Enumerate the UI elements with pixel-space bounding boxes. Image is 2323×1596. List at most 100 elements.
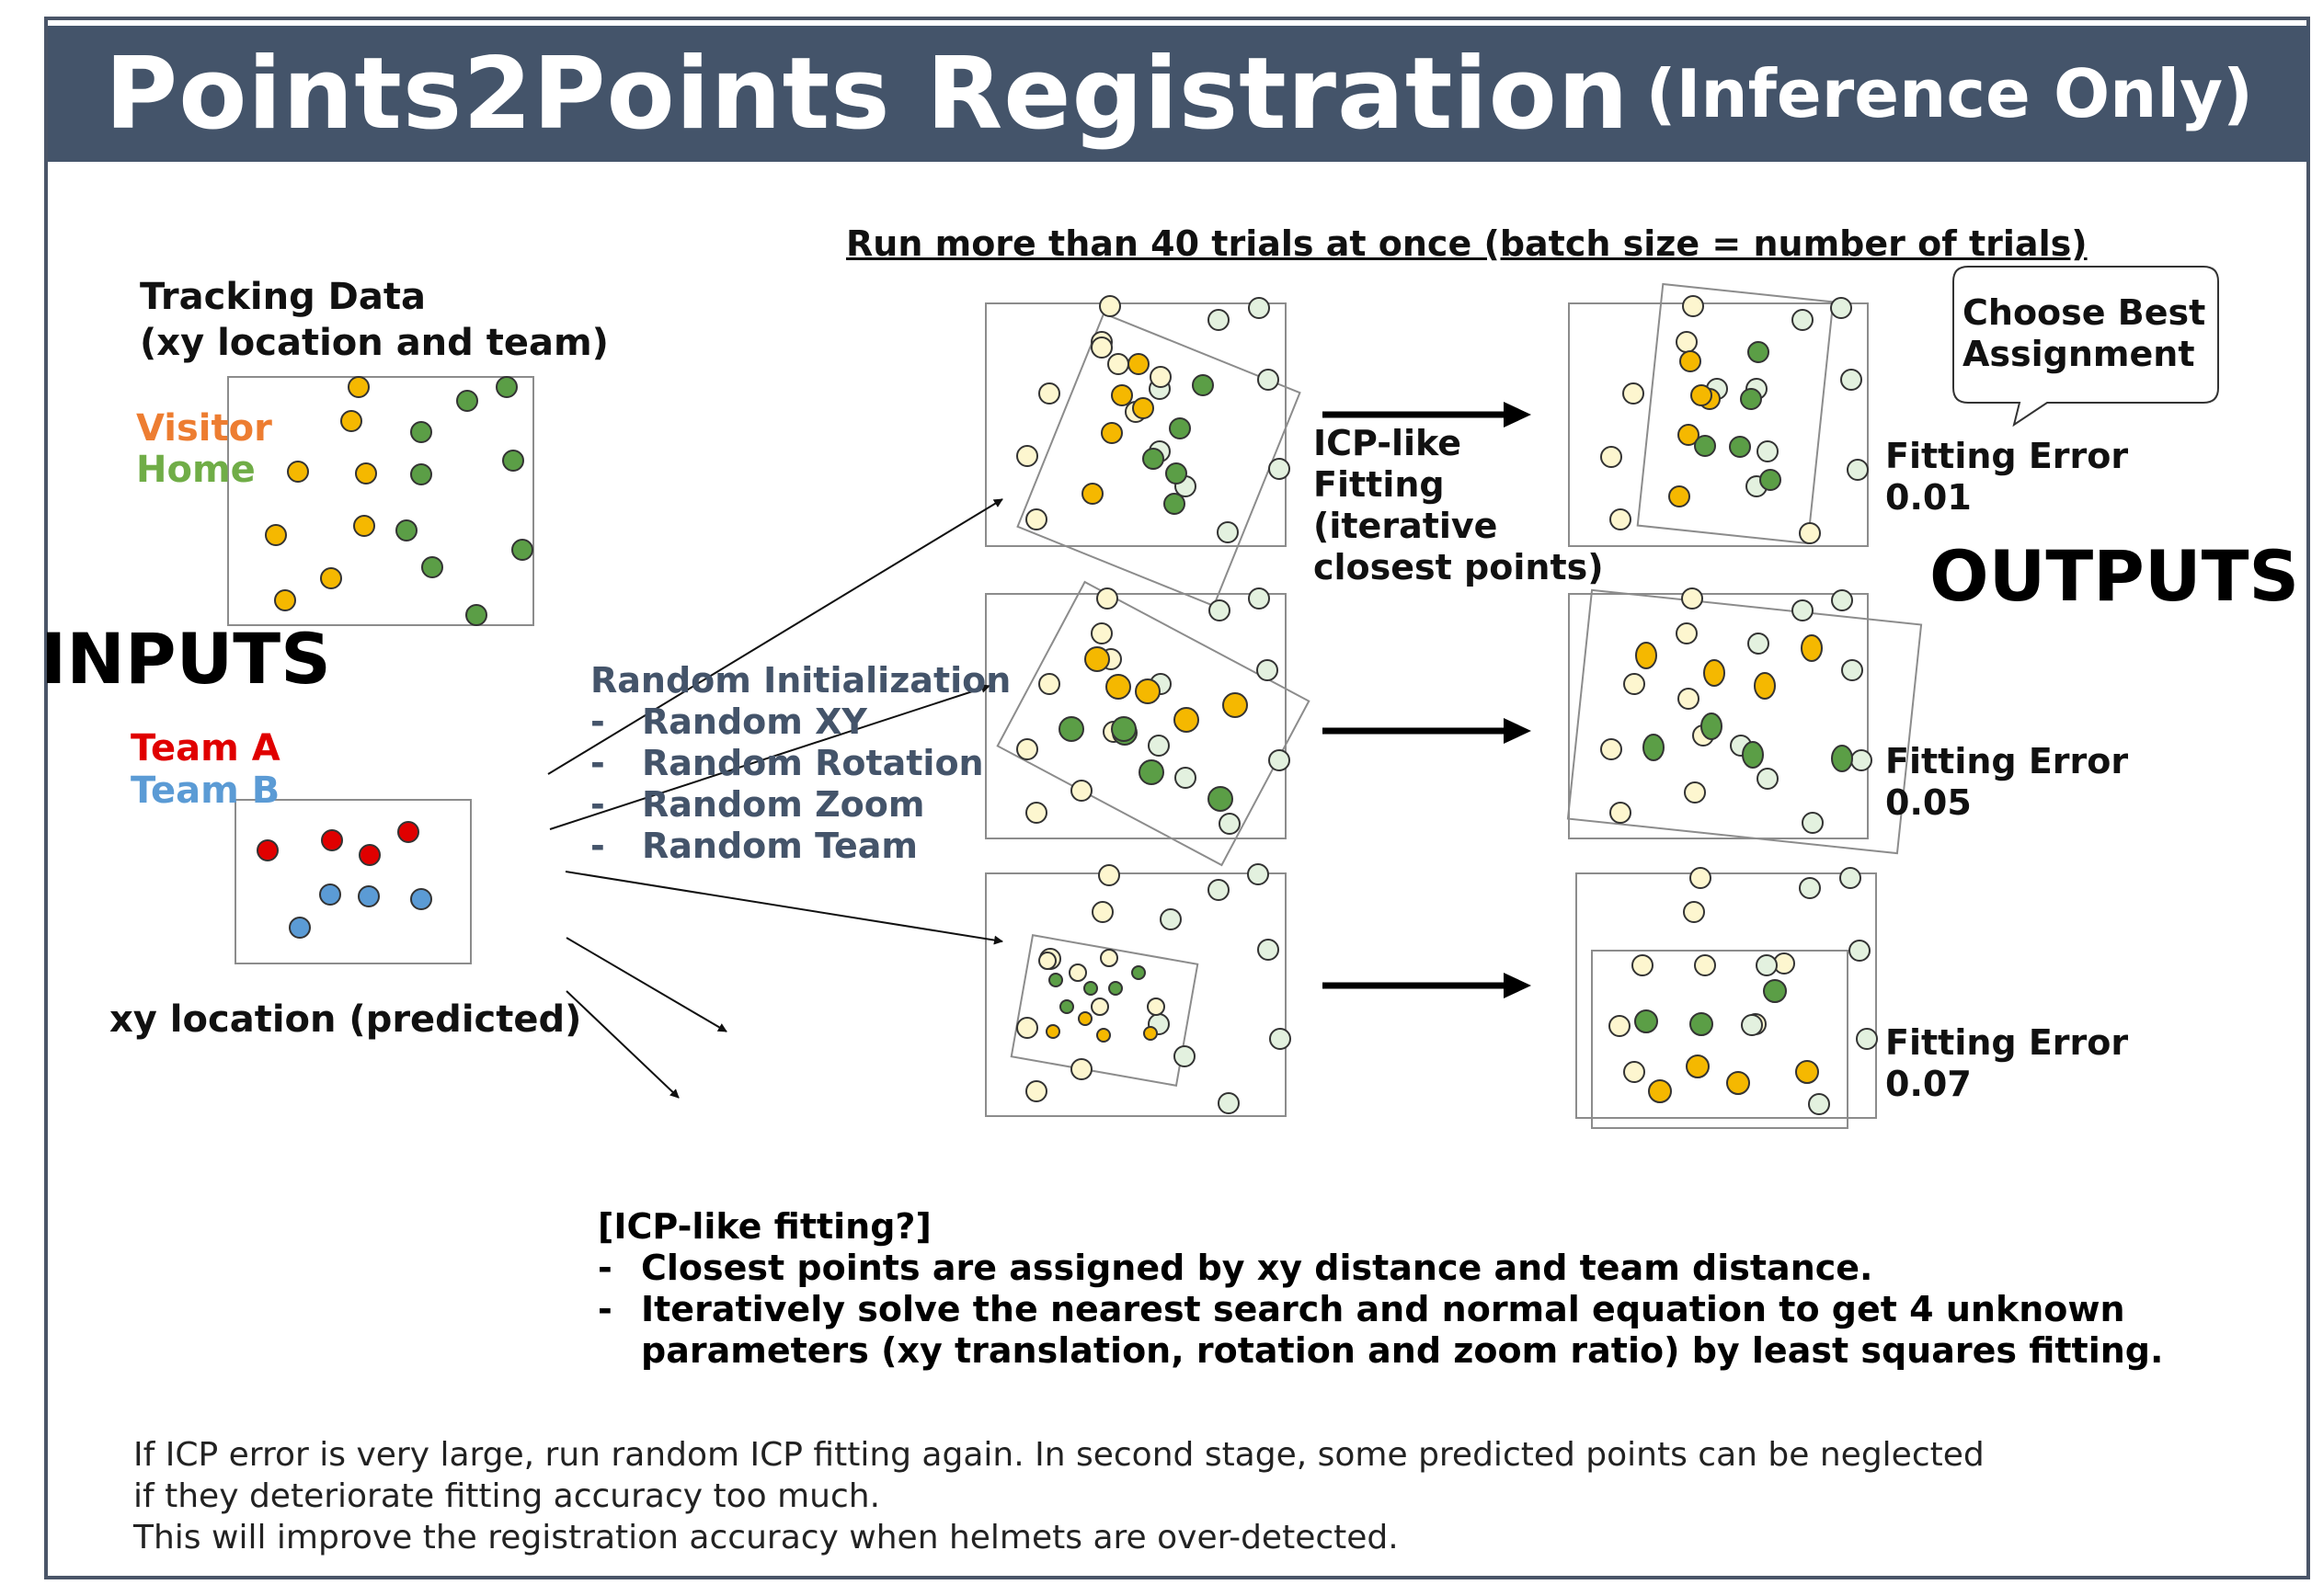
track-dot [1840,369,1862,391]
output-home-dot [1694,435,1716,457]
output-box-3 [1575,872,1877,1119]
track-dot [1689,867,1711,889]
output-home-dot [1763,979,1787,1003]
fitting-error-label: Fitting Error [1885,436,2129,476]
team-b-dot [319,884,341,906]
track-dot [1631,954,1654,976]
icp-arrow-2-head [1504,718,1531,744]
predicted-visitor-dot [1081,483,1104,505]
slide-frame [44,17,2310,1579]
track-dot [1038,673,1060,695]
track-dot [1799,522,1821,544]
visitor-dot [353,515,375,537]
output-visitor-dot [1635,642,1657,669]
track-dot [1609,508,1631,530]
visitor-dot [340,410,362,432]
track-dot [1207,879,1230,901]
predicted-visitor-dot [1111,384,1133,406]
predicted-home-dot [1142,448,1164,470]
predicted-home-dot [1139,759,1164,785]
init-arrow [549,684,990,830]
predicted-visitor-dot [1101,422,1123,444]
transformed-frame [1010,934,1199,1087]
random-init-item: - Random Zoom [590,784,925,825]
icp-notes: [ICP-like fitting?] - Closest points are … [598,1206,2163,1372]
random-init-item: - Random Team [590,826,918,866]
visitor-dot [348,376,370,398]
output-home-dot [1634,1009,1658,1033]
visitor-dot [274,589,296,611]
output-home-dot [1642,734,1665,761]
predicted-visitor-dot [1132,397,1154,419]
track-dot [1839,867,1861,889]
footer-line: If ICP error is very large, run random I… [133,1436,1985,1474]
icp-label: ICP-like Fitting (iterative closest poin… [1313,423,1604,588]
output-home-dot [1740,388,1762,410]
output-home-dot [1729,436,1751,458]
team-a-dot [321,829,343,851]
predicted-home-dot [1169,417,1191,439]
predicted-home-dot [1165,462,1187,484]
icp-label-line: (iterative [1313,506,1498,546]
init-arrow [566,937,727,1032]
fitted-frame [1566,588,1923,855]
track-dot [1791,599,1814,621]
track-dot [1757,440,1779,462]
output-visitor-dot [1703,659,1725,687]
track-dot [1257,939,1279,961]
output-visitor-dot [1668,485,1690,507]
track-dot [1148,735,1170,757]
legend-team-a: Team A [131,727,280,770]
track-dot [1684,781,1706,804]
track-dot [1741,1014,1763,1036]
fitting-error-label: Fitting Error [1885,1022,2129,1063]
fitting-error-label: Fitting Error [1885,741,2129,781]
top-rule [44,17,2310,20]
transformed-frame [996,580,1310,867]
trial-box-2 [985,593,1287,839]
track-dot [1207,309,1230,331]
track-dot [1217,521,1239,543]
home-dot [410,463,432,485]
predicted-visitor-dot [1105,674,1131,700]
home-dot [410,421,432,443]
callout-text: Choose Best Assignment [1963,292,2205,375]
track-dot [1757,768,1779,790]
track-dot [1856,1028,1878,1050]
team-b-dot [358,885,380,907]
fitted-frame [1636,282,1835,545]
transformed-frame [1016,312,1301,608]
track-dot [1025,508,1047,530]
predicted-home-dot [1163,493,1185,515]
predicted-visitor-dot [1143,1026,1158,1041]
output-visitor-dot [1679,350,1701,372]
track-dot [1070,780,1093,802]
track-dot [1025,802,1047,824]
track-dot [1257,369,1279,391]
home-dot [502,450,524,472]
title-banner: Points2Points Registration (Inference On… [48,26,2310,162]
icp-notes-continuation: parameters (xy translation, rotation and… [641,1330,2164,1371]
output-home-dot [1747,341,1769,363]
trial-box-3 [985,872,1287,1117]
init-arrow [547,498,1003,775]
track-dot [1609,802,1631,824]
callout-bubble [1952,266,2219,428]
visitor-dot [265,524,287,546]
team-a-dot [257,839,279,861]
track-dot [1677,688,1699,710]
track-dot [1268,458,1290,480]
icp-notes-item: - Iteratively solve the nearest search an… [598,1289,2125,1329]
predicted-home-dot [1083,981,1098,996]
track-dot [1100,949,1118,967]
track-dot [1848,940,1871,962]
track-dot [1847,459,1869,481]
predicted-box [235,799,472,964]
track-dot [1038,952,1057,970]
output-home-dot [1831,745,1853,772]
legend-home: Home [136,449,256,491]
track-dot [1070,1058,1093,1080]
track-dot [1173,1045,1196,1067]
track-dot [1247,863,1269,885]
